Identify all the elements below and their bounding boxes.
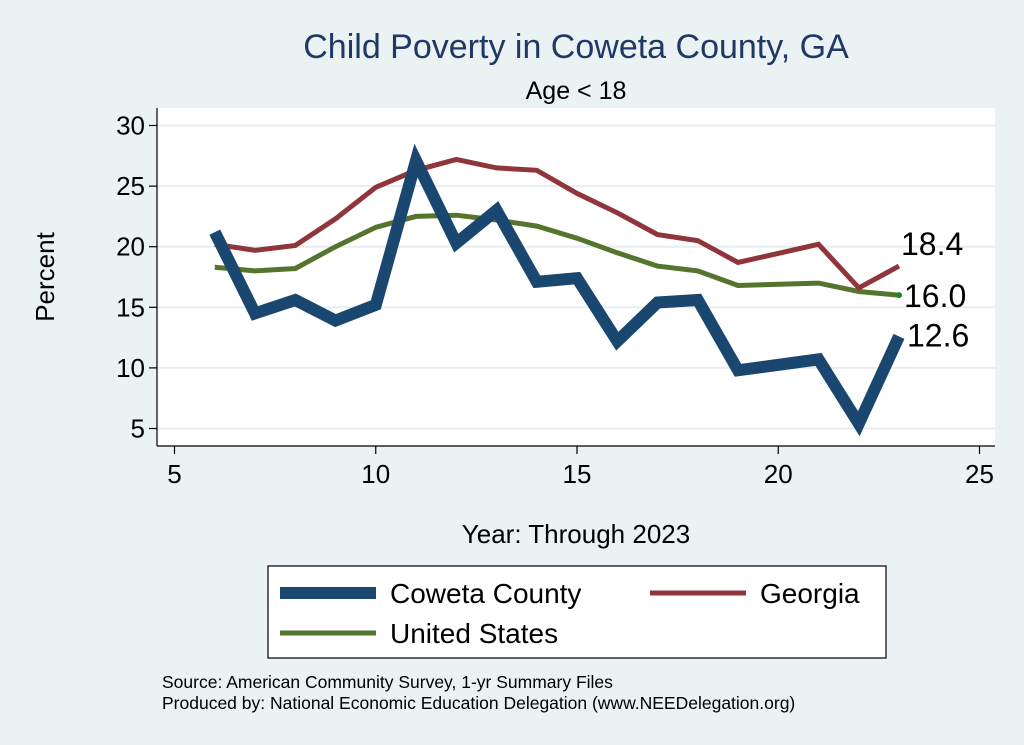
y-tick-label: 20 [116, 232, 145, 262]
y-tick-label: 10 [116, 353, 145, 383]
legend: Coweta County Georgia United States [268, 566, 886, 658]
y-tick-label: 30 [116, 111, 145, 141]
end-point-united-states [896, 292, 902, 298]
x-tick-label: 15 [563, 459, 592, 489]
chart-title: Child Poverty in Coweta County, GA [303, 28, 849, 66]
x-axis-label: Year: Through 2023 [462, 519, 690, 549]
source-note: Source: American Community Survey, 1-yr … [162, 672, 613, 692]
end-labels: 16.0 18.4 12.6 [896, 226, 969, 353]
y-axis-label: Percent [30, 231, 60, 321]
end-label-georgia: 18.4 [901, 226, 963, 262]
x-tick-label: 5 [167, 459, 181, 489]
producer-note: Produced by: National Economic Education… [162, 693, 795, 713]
chart-subtitle: Age < 18 [526, 77, 627, 105]
legend-label-united-states: United States [390, 618, 558, 649]
end-label-coweta-county: 12.6 [907, 317, 969, 353]
y-tick-label: 25 [116, 171, 145, 201]
y-tick-label: 15 [116, 292, 145, 322]
y-tick-label: 5 [131, 414, 145, 444]
x-tick-label: 20 [764, 459, 793, 489]
legend-label-coweta-county: Coweta County [390, 578, 581, 609]
end-label-united-states: 16.0 [904, 278, 966, 314]
x-tick-label: 25 [965, 459, 994, 489]
x-tick-label: 10 [361, 459, 390, 489]
line-chart: Child Poverty in Coweta County, GA Age <… [0, 0, 1024, 745]
legend-label-georgia: Georgia [760, 578, 860, 609]
